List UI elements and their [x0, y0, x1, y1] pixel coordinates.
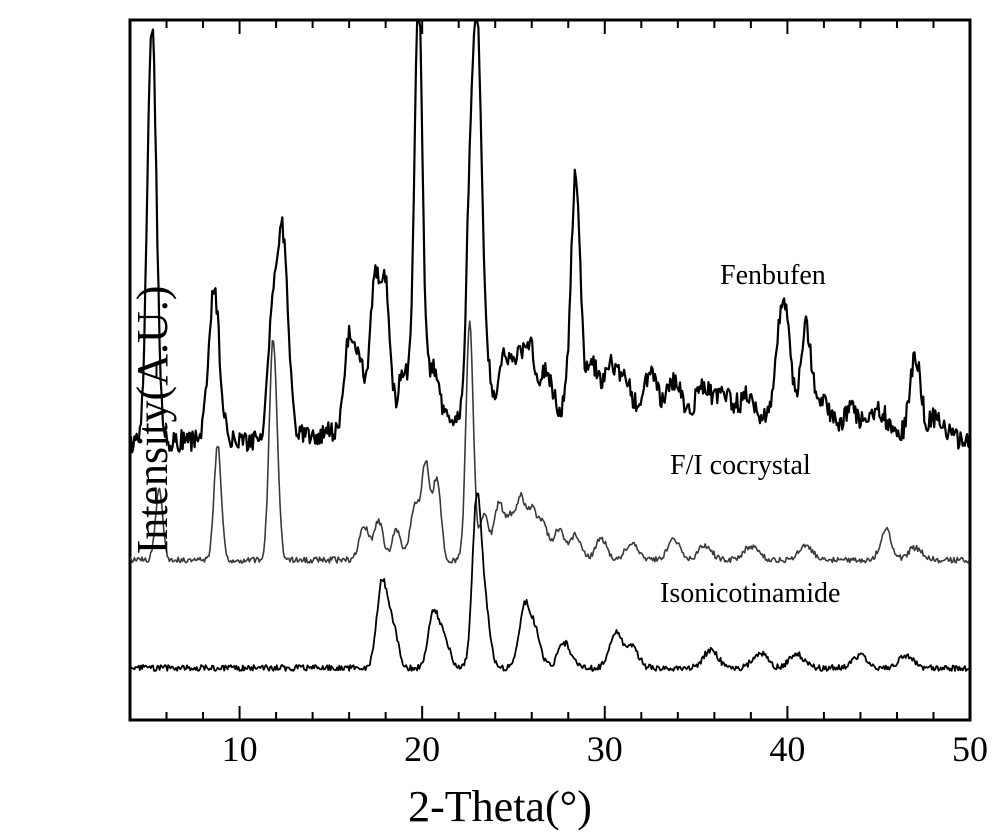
y-axis-label: Intensity(A.U.) [127, 286, 178, 555]
xrd-chart: Intensity(A.U.) 2-Theta(°) Fenbufen F/I c… [0, 0, 1000, 840]
x-tick-label: 10 [222, 728, 258, 770]
trace-label-fi-cocrystal: F/I cocrystal [670, 450, 811, 482]
x-tick-label: 50 [952, 728, 988, 770]
trace-label-isonicotinamide: Isonicotinamide [660, 578, 840, 610]
x-axis-label-text: 2-Theta(°) [408, 782, 592, 831]
trace-fenbufen [130, 22, 969, 452]
trace-fi-cocrystal [130, 321, 969, 563]
x-tick-label: 20 [404, 728, 440, 770]
trace-label-fenbufen: Fenbufen [720, 260, 826, 292]
trace-isonicotinamide [130, 493, 969, 671]
x-axis-label: 2-Theta(°) [408, 781, 592, 832]
x-tick-label: 30 [587, 728, 623, 770]
x-tick-label: 40 [769, 728, 805, 770]
